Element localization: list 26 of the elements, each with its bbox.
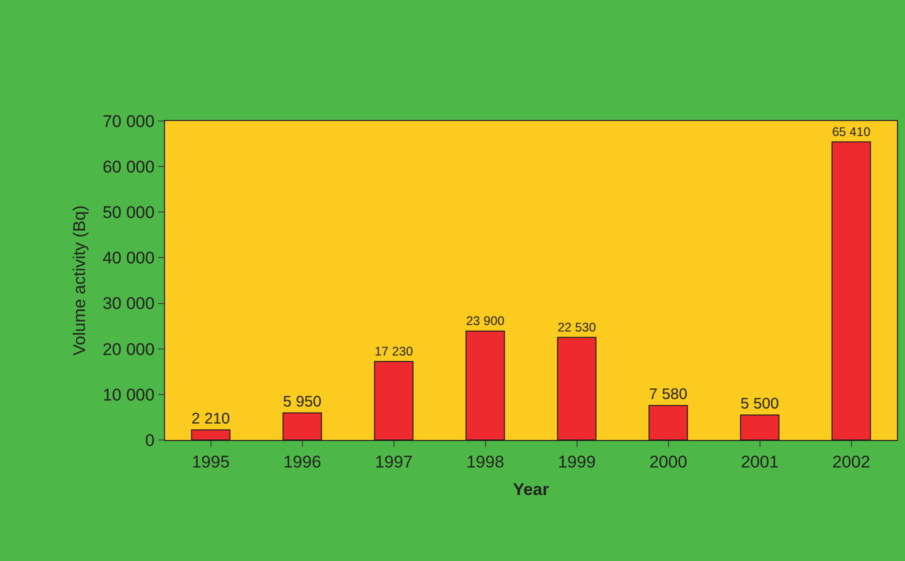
y-tick-label: 30 000 <box>102 294 155 314</box>
data-label: 65 410 <box>832 124 870 139</box>
x-tick-label: 1997 <box>374 452 413 472</box>
data-label: 5 950 <box>283 393 322 410</box>
y-tick-label: 0 <box>145 430 155 450</box>
x-tick-label: 1995 <box>192 452 230 472</box>
y-axis-title: Volume activity (Bq) <box>70 205 90 356</box>
x-tick-label: 1996 <box>283 452 322 472</box>
x-axis-title: Year <box>513 480 550 499</box>
data-label: 2 210 <box>192 410 230 428</box>
x-tick-label: 1999 <box>558 452 596 472</box>
x-tick-label: 2001 <box>740 452 779 472</box>
data-label: 17 230 <box>374 344 413 359</box>
x-tick-label: 1998 <box>466 452 504 472</box>
y-tick-label: 70 000 <box>102 112 155 131</box>
y-tick-label: 40 000 <box>102 248 155 268</box>
y-tick-label: 10 000 <box>102 385 155 404</box>
y-tick-label: 20 000 <box>102 340 155 359</box>
x-tick-label: 2002 <box>832 452 870 472</box>
data-label: 5 500 <box>740 395 779 412</box>
data-label: 23 900 <box>466 314 504 328</box>
y-tick-label: 50 000 <box>102 203 155 222</box>
data-label: 22 530 <box>558 320 596 334</box>
x-tick-label: 2000 <box>649 452 688 472</box>
data-label: 7 580 <box>649 386 688 403</box>
y-tick-label: 60 000 <box>102 158 155 177</box>
